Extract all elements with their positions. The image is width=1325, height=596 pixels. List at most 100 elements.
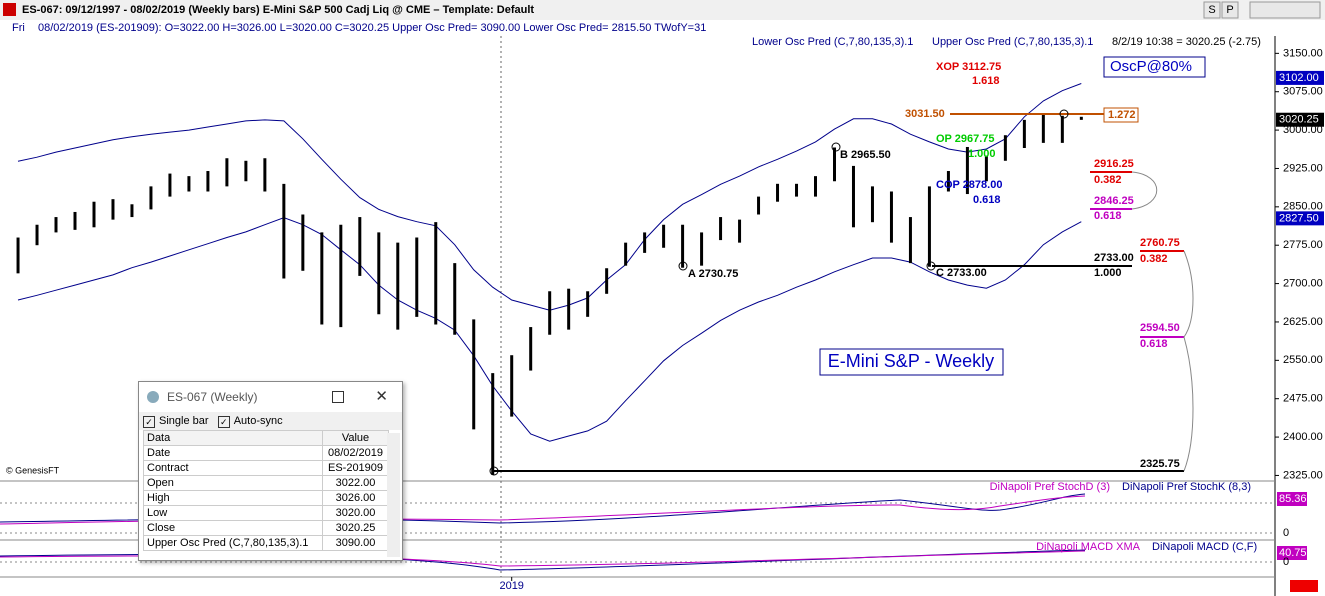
- axis-marker: [1276, 211, 1324, 226]
- axis-marker-label: 2827.50: [1279, 212, 1319, 224]
- title-box: [819, 348, 1004, 376]
- option[interactable]: Auto-sync: [233, 415, 283, 427]
- data-window[interactable]: ES-067 (Weekly) ✕ ✓ Single bar ✓ Auto-sync …: [138, 381, 403, 561]
- header: Data: [142, 430, 324, 446]
- annotation: 2325.75: [1140, 458, 1180, 470]
- info-day: Fri: [12, 22, 25, 34]
- y-tick-label: 2850.00: [1283, 201, 1323, 213]
- scrollbar[interactable]: [387, 433, 400, 557]
- axis-marker: [1276, 112, 1324, 127]
- cell-label: Upper Osc Pred (C,7,80,135,3).1: [142, 535, 324, 551]
- cell-label: Low: [142, 505, 324, 521]
- macd-tick: 40.75: [1279, 547, 1307, 559]
- y-tick-label: 3000.00: [1283, 124, 1323, 136]
- annotation: 2760.75: [1140, 237, 1180, 249]
- annotation: B 2965.50: [840, 149, 891, 161]
- annotation: 1.618: [972, 75, 1000, 87]
- legend-upper: Upper Osc Pred (C,7,80,135,3).1: [932, 36, 1093, 48]
- p-button[interactable]: [1221, 1, 1239, 19]
- pivot-marker: [678, 261, 688, 271]
- annotation: 0.618: [1094, 210, 1122, 222]
- annotation: 3031.50: [905, 108, 945, 120]
- annotation: OP 2967.75: [936, 133, 995, 145]
- window-title: ES-067: 09/12/1997 - 08/02/2019 (Weekly …: [22, 4, 534, 16]
- axis-marker: [1276, 70, 1324, 85]
- data-window-title: ES-067 (Weekly) ✕: [139, 382, 402, 412]
- cell-label: High: [142, 490, 324, 506]
- y-tick-label: 3075.00: [1283, 86, 1323, 98]
- y-tick-label: 2325.00: [1283, 469, 1323, 481]
- y-tick-label: 2775.00: [1283, 239, 1323, 251]
- annotation: OscP@80%: [1110, 58, 1192, 75]
- annotation: 0.618: [973, 194, 1001, 206]
- pivot-marker: [831, 142, 841, 152]
- annotation: 1.000: [1094, 267, 1122, 279]
- pivot-marker: [489, 466, 499, 476]
- s-button[interactable]: [1203, 1, 1221, 19]
- cell-value: 3090.00: [322, 535, 389, 551]
- option[interactable]: Single bar: [159, 415, 209, 427]
- cell-label: Open: [142, 475, 324, 491]
- annotation: 2594.50: [1140, 322, 1180, 334]
- annotation: 0.618: [1140, 338, 1168, 350]
- cell-value: 08/02/2019: [322, 445, 389, 461]
- data-window-title-text: ES-067 (Weekly): [167, 390, 258, 404]
- macd-tick: 0: [1283, 556, 1289, 568]
- cell-label: Contract: [142, 460, 324, 476]
- chart-title: E-Mini S&P - Weekly: [828, 351, 994, 371]
- info-text: 08/02/2019 (ES-201909): O=3022.00 H=3026…: [38, 22, 706, 34]
- annotation: 0.382: [1140, 253, 1168, 265]
- y-tick-label: 2700.00: [1283, 277, 1323, 289]
- annotation: 1.272: [1108, 109, 1136, 121]
- macd-label: DiNapoli MACD (C,F): [1152, 541, 1257, 553]
- stoch-k-label: DiNapoli Pref StochK (8,3): [1122, 481, 1251, 493]
- y-tick-label: 2925.00: [1283, 162, 1323, 174]
- band-line: [17, 217, 1082, 442]
- stoch-d-label: DiNapoli Pref StochD (3): [990, 481, 1110, 493]
- info-bar: [0, 20, 1325, 35]
- legend-lower: Lower Osc Pred (C,7,80,135,3).1: [752, 36, 913, 48]
- y-tick-label: 2475.00: [1283, 393, 1323, 405]
- macd-marker: [1277, 546, 1307, 560]
- options: ✓ Single bar ✓ Auto-sync: [139, 412, 402, 430]
- annotation: 0.382: [1094, 174, 1122, 186]
- annotation: 1.000: [968, 148, 996, 160]
- annotation: XOP 3112.75: [936, 61, 1001, 73]
- annotation: A 2730.75: [688, 268, 738, 280]
- stoch-tick: 85.36: [1279, 493, 1307, 505]
- y-tick-label: 2550.00: [1283, 354, 1323, 366]
- stoch-tick: 0: [1283, 527, 1289, 539]
- macd-xma-label: DiNapoli MACD XMA: [1036, 541, 1141, 553]
- retrace-arc: [1131, 171, 1158, 210]
- y-tick-label: 3150.00: [1283, 47, 1323, 59]
- pivot-marker: [926, 261, 936, 271]
- annotation: 2916.25: [1094, 158, 1134, 170]
- cell-value: 3020.00: [322, 505, 389, 521]
- last-price: 8/2/19 10:38 = 3020.25 (-2.75): [1112, 36, 1261, 48]
- title-bar: [0, 0, 1325, 20]
- plot: 3150.00 3075.00 3000.00 2925.00 2850.00 2775.…: [16, 47, 1324, 592]
- axis-marker-label: 3020.25: [1279, 114, 1319, 126]
- window-controls[interactable]: [1249, 1, 1321, 19]
- s-button-label[interactable]: S: [1208, 4, 1215, 16]
- cell-value: 3022.00: [322, 475, 389, 491]
- axis-marker-label: 3102.00: [1279, 72, 1319, 84]
- cell-label: Date: [142, 445, 324, 461]
- annotation: 2846.25: [1094, 195, 1134, 207]
- cell-value: 3026.00: [322, 490, 389, 506]
- p-button-label[interactable]: P: [1226, 4, 1233, 16]
- annotation: COP 2878.00: [936, 179, 1002, 191]
- copyright: © GenesisFT: [6, 465, 60, 475]
- retrace-arc: [1183, 250, 1194, 472]
- data-table: Data Value Date 08/02/2019 Contract ES-20190…: [142, 430, 389, 551]
- cell-value: ES-201909: [322, 460, 389, 476]
- y-tick-label: 2400.00: [1283, 431, 1323, 443]
- scroll-arrow[interactable]: [1290, 580, 1318, 592]
- annotation: C 2733.00: [936, 267, 987, 279]
- osc-box: [1103, 56, 1206, 78]
- stoch-marker: [1277, 492, 1307, 506]
- header: Value: [322, 430, 389, 446]
- app-icon: [3, 3, 16, 16]
